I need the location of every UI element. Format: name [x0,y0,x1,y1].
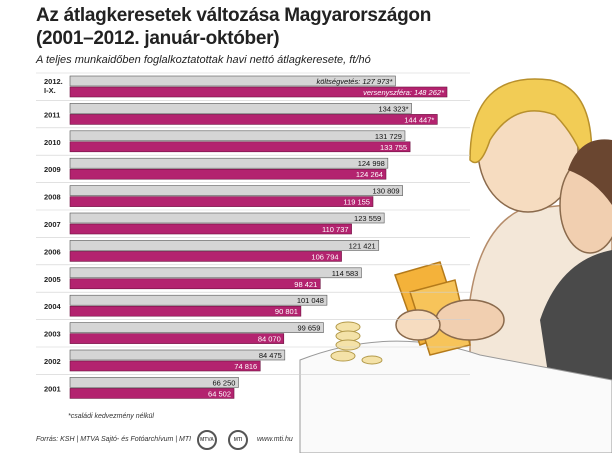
category-label: 2006 [44,247,61,256]
bar-value-label: 106 794 [311,252,338,261]
category-label: 2008 [44,193,61,202]
category-label: 2011 [44,110,60,119]
category-label: 2012. I-X. [44,77,63,95]
bar-private-sector [69,251,342,262]
mtva-logo-icon: MTVA [197,430,217,450]
bar-value-label: versenyszféra: 148 262* [363,88,445,97]
bar-private-sector [69,86,448,98]
bar-public-sector [69,185,403,196]
bar-private-sector [69,388,235,399]
illustration [299,78,612,453]
bar-value-label: költségvetés: 127 973* [317,77,394,86]
category-label: 2002 [44,357,61,366]
bar-public-sector [69,322,324,333]
category-label: 2009 [44,165,61,174]
bar-value-label: 98 421 [294,280,317,289]
bar-private-sector [69,168,387,180]
bar-private-sector [69,196,374,207]
bar-value-label: 121 421 [349,241,376,250]
category-label: 2004 [44,302,62,311]
bar-value-label: 90 801 [275,307,298,316]
bar-private-sector [69,141,411,153]
bar-public-sector [69,377,239,388]
bar-private-sector [69,223,352,235]
title-line-1: Az átlagkeresetek változása Magyarország… [36,5,432,26]
bar-private-sector [69,278,321,290]
bar-value-label: 134 323* [379,104,409,113]
bar-value-label: 74 816 [234,362,257,371]
bar-value-label: 144 447* [404,115,434,124]
category-label: 2007 [44,220,61,229]
bar-value-label: 84 070 [258,335,281,344]
bar-value-label: 64 502 [208,389,231,398]
bar-public-sector [69,240,380,251]
category-label: 2003 [44,330,61,339]
bar-value-label: 101 048 [297,296,324,305]
bar-public-sector [69,294,328,306]
title-line-2: (2001–2012. január-október) [36,28,280,49]
bar-public-sector [69,267,362,279]
chart-title: Az átlagkeresetek változása Magyarország… [36,4,431,50]
bar-value-label: 99 659 [297,324,320,333]
bar-private-sector [69,333,285,344]
bar-public-sector [69,75,396,87]
bar-public-sector [69,157,389,169]
bar-value-label: 66 250 [213,378,236,387]
bar-value-label: 123 559 [354,214,381,223]
bar-value-label: 131 729 [375,132,402,141]
bar-private-sector [69,360,261,372]
bar-private-sector [69,305,302,317]
bar-public-sector [69,103,412,114]
bar-value-label: 130 809 [372,187,399,196]
bar-value-label: 114 583 [332,269,359,278]
category-label: 2001 [44,384,61,393]
bar-value-label: 110 737 [322,225,349,234]
bar-public-sector [69,130,406,142]
bar-value-label: 84 475 [259,351,282,360]
chart-subtitle: A teljes munkaidőben foglalkoztatottak h… [36,54,371,66]
category-label: 2005 [44,275,61,284]
footnote: *családi kedvezmény nélkül [68,413,154,420]
source-url: www.mti.hu [257,436,293,443]
bar-value-label: 124 998 [358,159,385,168]
mti-logo-icon: MTI [228,430,248,450]
bar-public-sector [69,212,385,224]
bar-private-sector [69,114,438,125]
source-line: Forrás: KSH | MTVA Sajtó- és Fotóarchívu… [36,436,192,443]
bar-public-sector [69,349,286,361]
bar-value-label: 119 155 [343,198,370,207]
bar-value-label: 124 264 [356,170,383,179]
category-label: 2010 [44,138,61,147]
bar-value-label: 133 755 [380,143,407,152]
